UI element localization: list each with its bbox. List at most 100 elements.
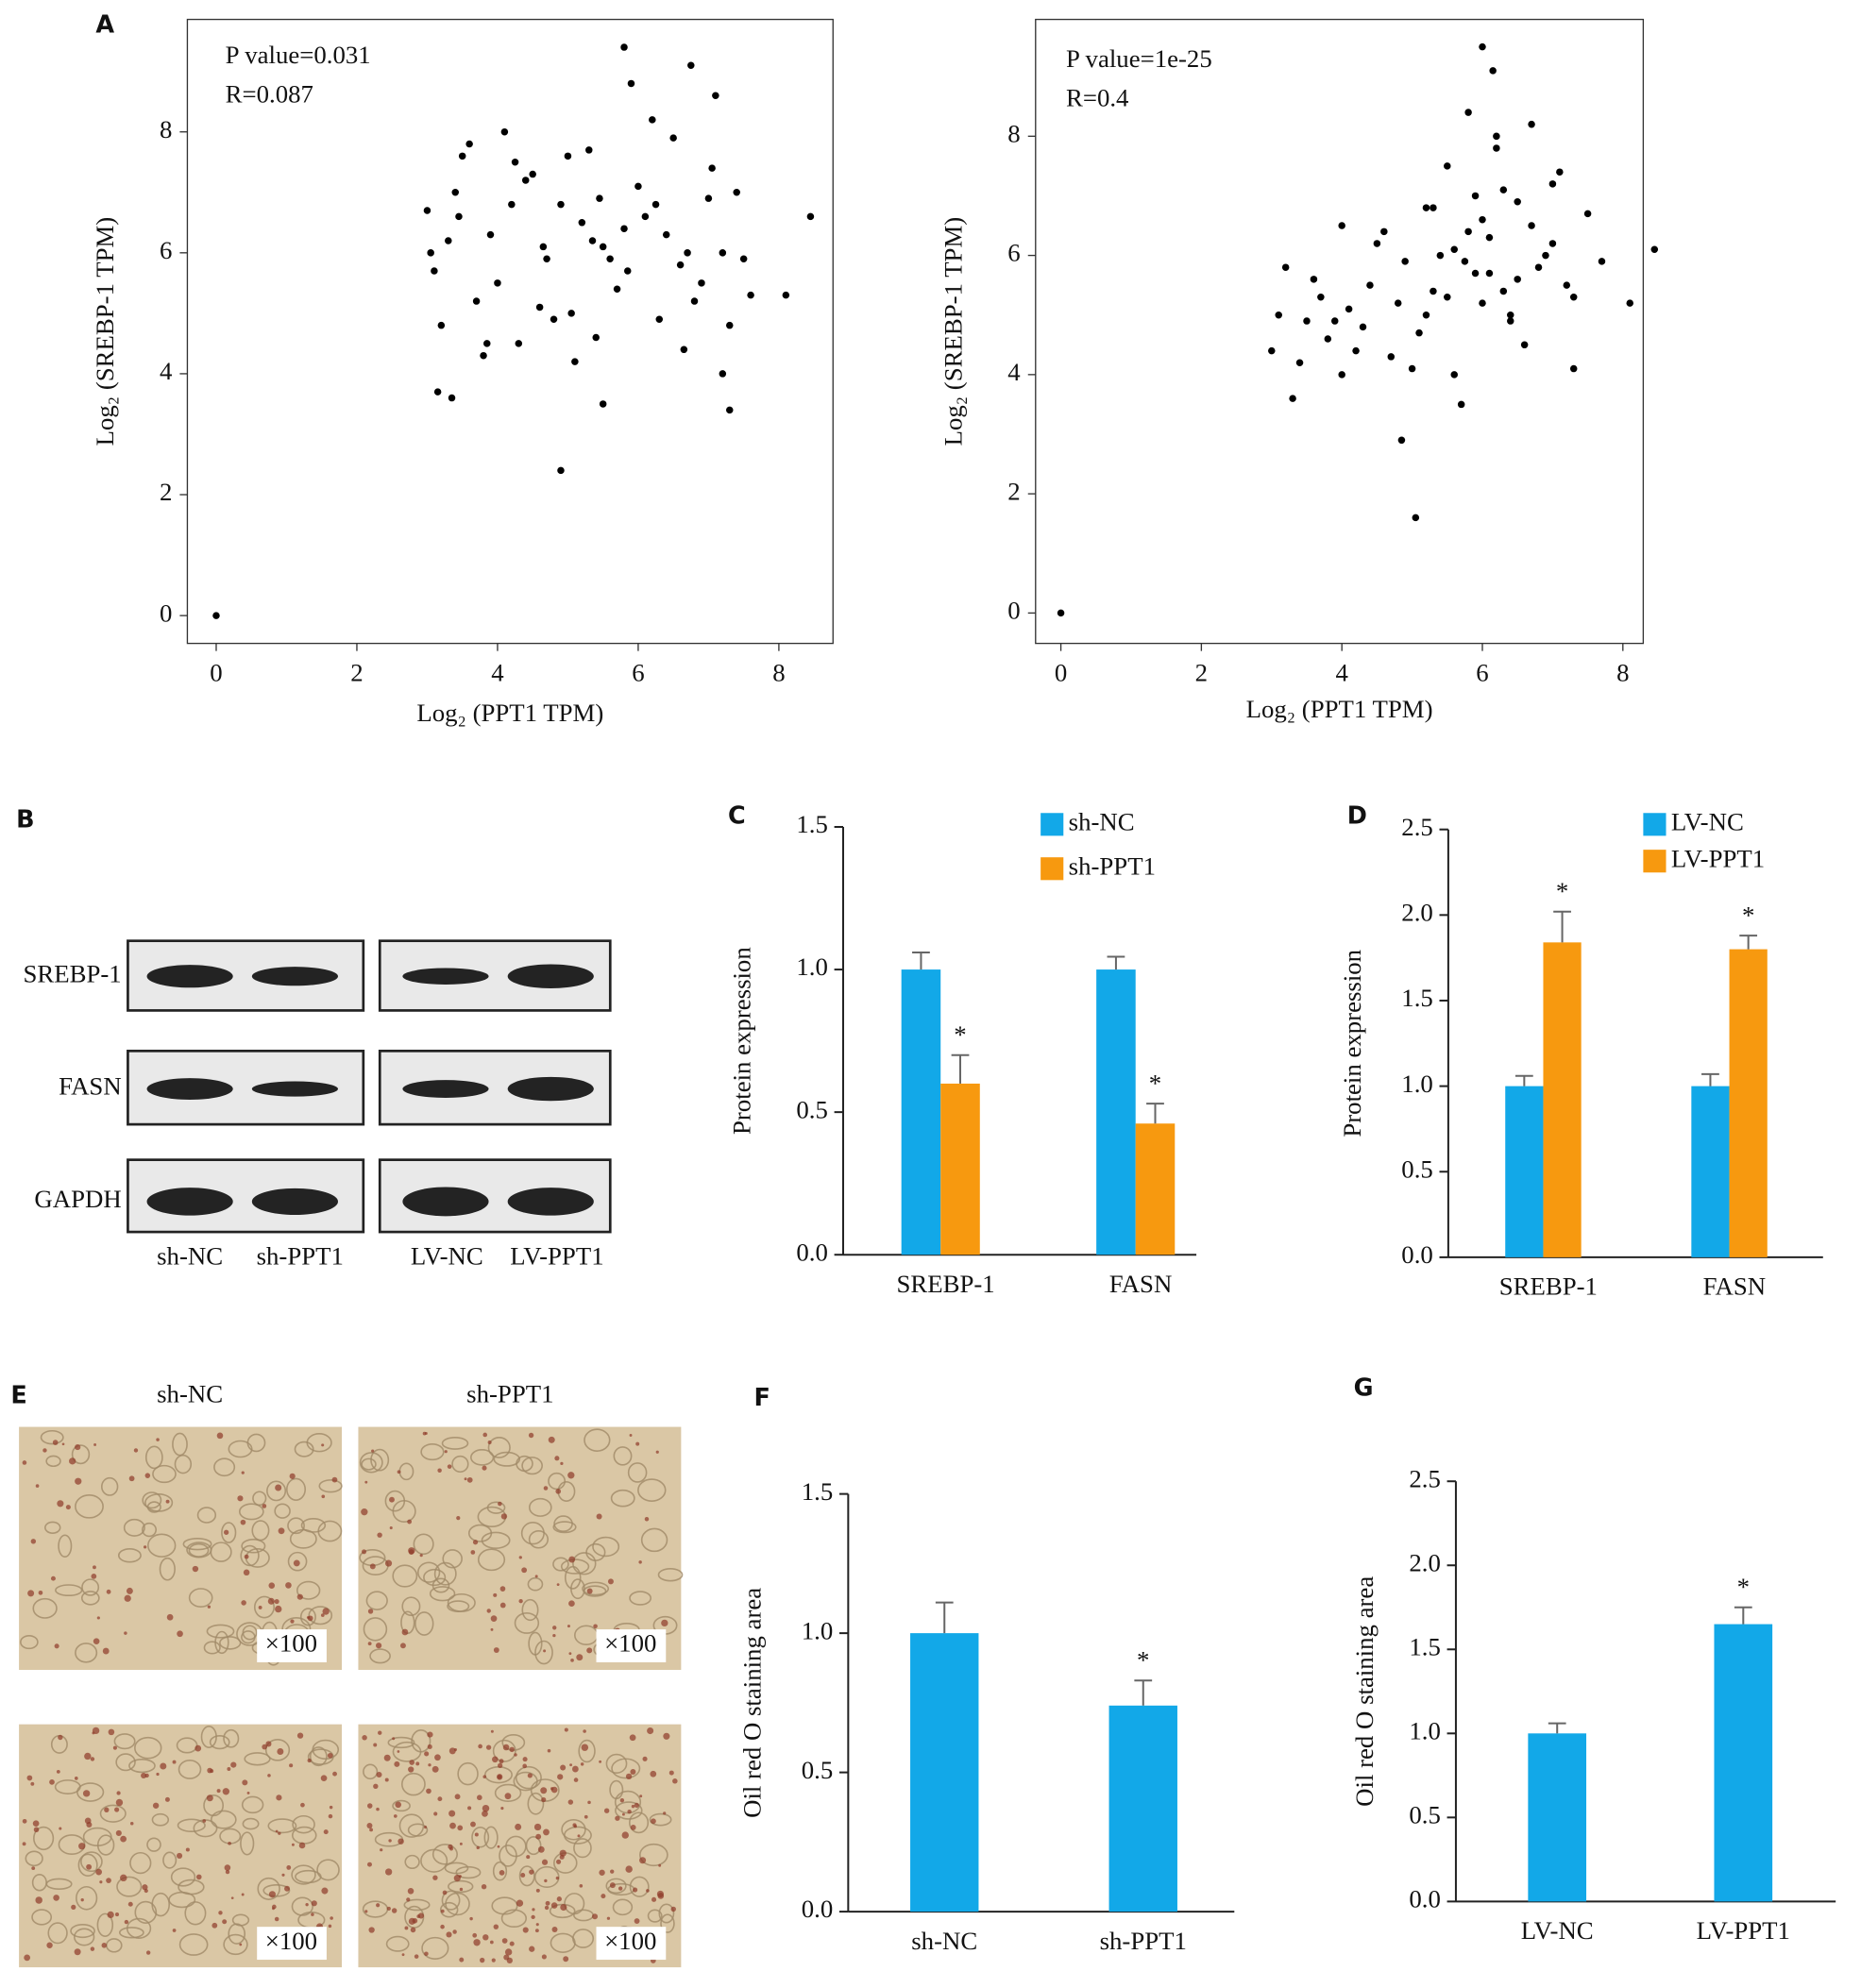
lipid-droplet [487,1440,492,1444]
cell [73,1928,95,1946]
point [1507,317,1514,325]
point [423,207,431,214]
lipid-droplet [599,1760,602,1763]
significance: * [1742,901,1754,929]
lipid-droplet [399,1643,406,1649]
lipid-droplet [448,1810,456,1817]
cell [573,1838,592,1859]
lipid-droplet [672,1778,678,1784]
lipid-droplet [80,1897,84,1902]
cell [384,1490,406,1512]
lipid-droplet [331,1476,338,1483]
point [599,400,607,408]
lipid-droplet [192,1565,199,1573]
lipid-droplet [380,1848,383,1852]
lipid-droplet [651,1818,656,1825]
lipid-droplet [447,1464,452,1469]
significance: * [954,1020,966,1049]
lipid-droplet [376,1807,380,1811]
lipid-droplet [272,1907,275,1911]
lipid-droplet [65,1505,71,1510]
cell [80,1591,100,1606]
lipid-droplet [86,1863,93,1870]
cell [25,1850,43,1867]
lipid-droplet [320,1613,325,1617]
y-tick-label: 1.5 [1409,1632,1441,1660]
point [1275,311,1282,319]
lipid-droplet [426,1788,431,1794]
cell [413,1533,434,1556]
cell [592,1536,620,1558]
cell [151,1812,170,1827]
lipid-droplet [552,1633,556,1638]
cell [116,1876,143,1897]
lipid-droplet [378,1730,382,1735]
lipid-droplet [241,1893,245,1896]
lipid-droplet [59,1827,62,1830]
lipid-droplet [211,1922,218,1929]
y-tick-label: 0.0 [1409,1885,1441,1913]
cell [318,1479,343,1493]
lipid-droplet [281,1873,285,1877]
lipid-droplet [543,1649,547,1653]
lipid-droplet [99,1880,103,1884]
cell [447,1600,470,1613]
lipid-droplet [522,1763,528,1769]
lipid-droplet [218,1911,223,1915]
cell [178,1933,209,1956]
cell [451,1455,469,1474]
magnification-box [257,1629,327,1662]
legend-swatch [1040,857,1064,881]
lipid-droplet [367,1609,374,1614]
cell [312,1739,340,1761]
lipid-droplet [516,1899,524,1907]
point [1569,294,1578,301]
cell [387,1736,415,1749]
x-tick-label: 2 [1195,658,1208,686]
lipid-droplet [493,1592,498,1597]
point [651,200,660,209]
lipid-droplet [224,1864,231,1871]
cell [246,1433,266,1453]
cell [431,1844,458,1865]
cell [253,1595,276,1619]
cell [96,1834,115,1856]
point [1330,317,1339,325]
lane-label: sh-PPT1 [257,1241,344,1270]
point [508,200,516,209]
cell [32,1597,58,1619]
lipid-droplet [104,1807,110,1812]
lipid-droplet [657,1893,665,1899]
cell [629,1591,652,1606]
point [1408,364,1416,373]
lipid-droplet [449,1822,456,1829]
lipid-droplet [410,1927,416,1933]
cell [500,1909,528,1929]
lipid-droplet [625,1865,633,1873]
cell [267,1818,297,1834]
cell [257,1877,280,1900]
lipid-droplet [49,1779,55,1785]
panel-label: A [95,10,114,39]
cell [420,1848,448,1873]
point [1583,210,1592,218]
bar [1729,949,1768,1257]
cell [605,1878,627,1895]
blot-band [507,964,594,988]
lipid-droplet [497,1762,503,1768]
lipid-droplet [408,1917,415,1925]
lipid-droplet [311,1912,314,1916]
cell [146,1837,161,1852]
point [676,261,685,269]
cell [184,1901,207,1926]
point [1493,144,1500,152]
lipid-droplet [567,1799,574,1805]
lipid-droplet [320,1775,328,1781]
lipid-droplet [145,1950,151,1955]
point [739,255,748,262]
point [1295,359,1304,366]
point [747,291,754,299]
y-axis-label: Protein expression [1338,950,1366,1137]
lipid-droplet [371,1449,375,1453]
lipid-droplet [509,1746,515,1753]
